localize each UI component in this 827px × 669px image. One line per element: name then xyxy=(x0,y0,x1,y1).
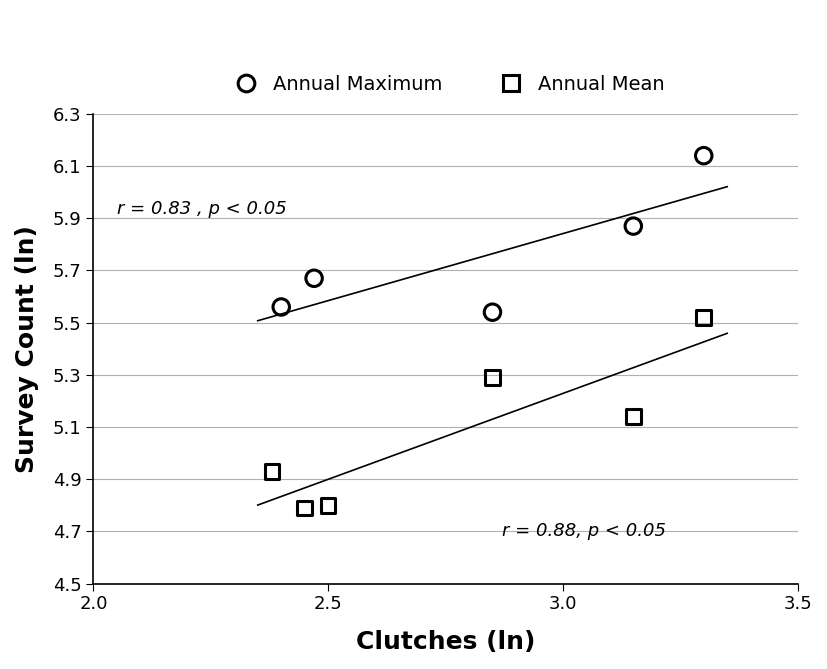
Point xyxy=(697,312,710,322)
Point xyxy=(265,466,279,477)
Point xyxy=(486,307,500,318)
Point xyxy=(697,151,710,161)
Text: r = 0.83 , p < 0.05: r = 0.83 , p < 0.05 xyxy=(117,200,287,218)
X-axis label: Clutches (ln): Clutches (ln) xyxy=(356,630,535,654)
Legend: Annual Maximum, Annual Mean: Annual Maximum, Annual Mean xyxy=(219,68,672,102)
Point xyxy=(308,273,321,284)
Point xyxy=(627,411,640,422)
Y-axis label: Survey Count (ln): Survey Count (ln) xyxy=(15,225,39,473)
Point xyxy=(486,372,500,383)
Point xyxy=(627,221,640,231)
Point xyxy=(275,302,288,312)
Text: r = 0.88, p < 0.05: r = 0.88, p < 0.05 xyxy=(502,522,666,541)
Point xyxy=(298,502,311,513)
Point xyxy=(322,500,335,510)
